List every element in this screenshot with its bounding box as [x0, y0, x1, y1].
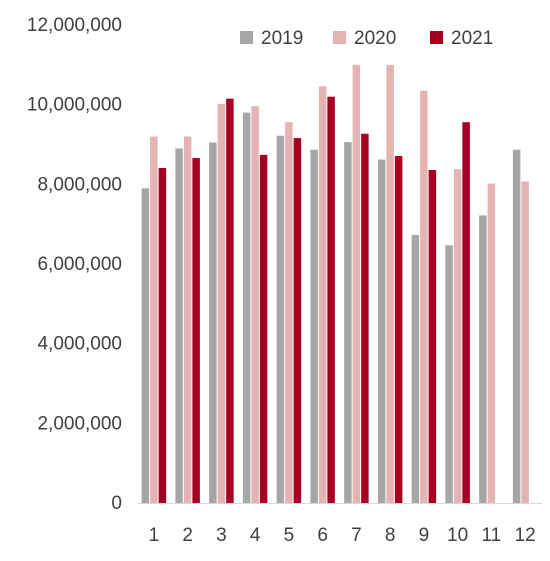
x-tick-label: 1 [149, 525, 160, 546]
bar-2020-month-1 [150, 136, 158, 504]
bar-2021-month-10 [462, 122, 470, 504]
bar-2020-month-4 [251, 106, 259, 503]
x-tick-label: 9 [419, 525, 430, 546]
legend-label-2021: 2021 [451, 28, 493, 49]
bar-2021-month-4 [259, 154, 268, 503]
bar-2019-month-6 [310, 149, 318, 503]
y-tick-label: 10,000,000 [27, 95, 122, 116]
bar-2020-month-7 [352, 64, 361, 503]
x-tick-label: 5 [284, 525, 295, 546]
bar-2020-month-12 [521, 181, 529, 504]
x-tick-label: 4 [250, 525, 261, 546]
bar-2021-month-8 [394, 156, 403, 503]
bar-2020-month-6 [318, 86, 327, 504]
legend-swatch-2020 [333, 31, 346, 44]
bar-2019-month-12 [512, 149, 521, 503]
bar-2021-month-5 [293, 138, 302, 504]
bar-2021-month-2 [192, 158, 200, 503]
y-tick-label: 0 [111, 493, 122, 514]
bar-2021-month-3 [226, 98, 234, 504]
x-axis-ticks: 1 2 3 4 5 6 7 8 9 10 11 12 [149, 525, 536, 546]
x-tick-label: 3 [216, 525, 227, 546]
bar-2021-month-7 [361, 133, 369, 503]
y-tick-label: 12,000,000 [27, 15, 122, 36]
legend-swatch-2019 [240, 31, 253, 44]
bar-2020-month-9 [420, 90, 428, 503]
bar-2021-month-9 [428, 169, 437, 503]
legend-swatch-2021 [430, 31, 443, 44]
bar-2020-month-8 [386, 64, 394, 503]
x-tick-label: 10 [447, 525, 468, 546]
bar-2020-month-10 [453, 169, 462, 504]
bar-2019-month-1 [141, 188, 150, 504]
x-tick-label: 7 [351, 525, 362, 546]
bar-2019-month-7 [344, 142, 352, 504]
bar-2021-month-1 [158, 168, 167, 504]
y-tick-label: 2,000,000 [37, 413, 122, 434]
bar-2020-month-2 [183, 136, 192, 504]
bar-2021-month-6 [327, 96, 335, 503]
y-tick-label: 6,000,000 [37, 254, 122, 275]
bar-2020-month-3 [217, 103, 226, 504]
bar-2020-month-11 [487, 183, 496, 503]
bar-2019-month-2 [175, 148, 183, 503]
bar-marks [141, 64, 529, 504]
legend: 2019 2020 2021 [240, 28, 493, 49]
bar-2019-month-5 [276, 135, 285, 503]
bar-2020-month-5 [285, 122, 293, 504]
x-tick-label: 2 [182, 525, 193, 546]
y-tick-label: 4,000,000 [37, 334, 122, 355]
legend-label-2019: 2019 [261, 28, 303, 49]
x-tick-label: 11 [482, 525, 502, 546]
bar-2019-month-4 [242, 112, 251, 503]
bar-2019-month-9 [411, 234, 420, 503]
bar-2019-month-11 [479, 215, 487, 504]
bar-2019-month-10 [445, 245, 453, 504]
x-tick-label: 8 [385, 525, 396, 546]
bar-2019-month-8 [377, 159, 386, 504]
y-axis-ticks: 0 2,000,000 4,000,000 6,000,000 8,000,000 10,… [27, 15, 122, 514]
y-tick-label: 8,000,000 [37, 174, 122, 195]
legend-label-2020: 2020 [354, 28, 396, 49]
x-tick-label: 6 [317, 525, 328, 546]
x-tick-label: 12 [515, 525, 536, 546]
bar-2019-month-3 [209, 142, 217, 503]
